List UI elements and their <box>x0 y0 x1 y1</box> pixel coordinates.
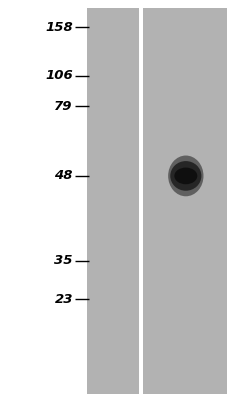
Ellipse shape <box>168 156 202 196</box>
Text: 48: 48 <box>54 170 73 182</box>
Text: 79: 79 <box>54 100 73 113</box>
Ellipse shape <box>174 168 196 184</box>
Ellipse shape <box>170 161 200 191</box>
Text: 23: 23 <box>54 293 73 306</box>
Bar <box>86 8 139 394</box>
Text: 106: 106 <box>45 69 73 82</box>
Bar <box>139 8 143 394</box>
Bar <box>143 8 227 394</box>
Text: 158: 158 <box>45 21 73 34</box>
Text: 35: 35 <box>54 254 73 267</box>
